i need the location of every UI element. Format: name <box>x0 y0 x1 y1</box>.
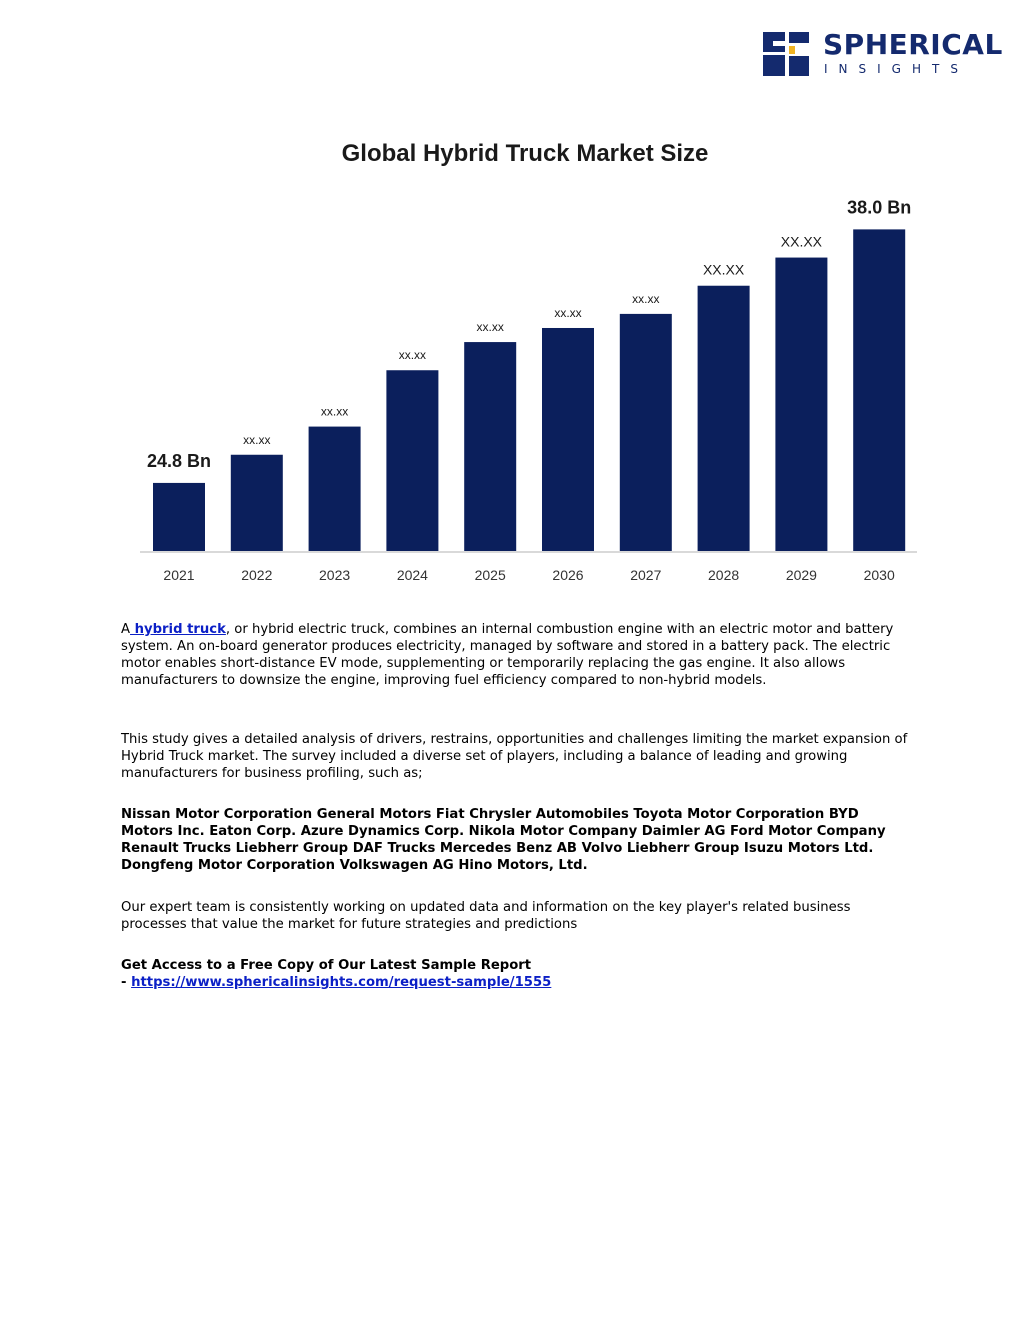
bar-2022 <box>230 454 283 551</box>
x-tick-label-2025: 2025 <box>475 567 506 583</box>
data-label-2029: XX.XX <box>781 234 823 250</box>
expert-text: Our expert team is consistently working … <box>121 900 851 932</box>
bar-2029 <box>775 257 828 551</box>
intro-paragraph: A hybrid truck, or hybrid electric truck… <box>121 621 911 689</box>
study-paragraph: This study gives a detailed analysis of … <box>121 731 911 782</box>
market-size-chart: Global Hybrid Truck Market Size 24.8 Bn 2… <box>120 130 930 600</box>
sample-report-cta: Get Access to a Free Copy of Our Latest … <box>121 957 911 991</box>
x-tick-label-2023: 2023 <box>319 567 350 583</box>
spherical-insights-logo: SPHERICAL INSIGHTS <box>763 28 1002 78</box>
data-label-2026: xx.xx <box>554 306 581 320</box>
hybrid-truck-link[interactable]: hybrid truck <box>130 622 226 637</box>
bar-2030 <box>853 229 906 551</box>
x-tick-label-2022: 2022 <box>241 567 272 583</box>
x-tick-label-2027: 2027 <box>630 567 661 583</box>
x-tick-label-2028: 2028 <box>708 567 739 583</box>
cta-heading: Get Access to a Free Copy of Our Latest … <box>121 958 532 973</box>
data-label-2030: 38.0 Bn <box>847 197 911 217</box>
data-label-2024: xx.xx <box>399 348 426 362</box>
bar-2024 <box>386 370 439 551</box>
study-text: This study gives a detailed analysis of … <box>121 732 908 781</box>
x-tick-label-2029: 2029 <box>786 567 817 583</box>
bar-2026 <box>542 327 594 551</box>
logo-mark-icon <box>763 32 809 76</box>
bar-2028 <box>697 285 750 551</box>
intro-text: , or hybrid electric truck, combines an … <box>121 622 894 688</box>
companies-text: Nissan Motor Corporation General Motors … <box>121 807 886 873</box>
data-label-2028: XX.XX <box>703 262 745 278</box>
expert-paragraph: Our expert team is consistently working … <box>121 899 911 933</box>
data-label-2022: xx.xx <box>243 433 270 447</box>
chart-title: Global Hybrid Truck Market Size <box>341 140 709 167</box>
intro-prefix: A <box>121 622 131 637</box>
x-tick-label-2030: 2030 <box>864 567 895 583</box>
bar-2025 <box>464 342 517 551</box>
sample-report-link[interactable]: https://www.sphericalinsights.com/reques… <box>131 975 552 990</box>
data-label-2027: xx.xx <box>632 292 659 306</box>
data-label-2023: xx.xx <box>321 405 348 419</box>
data-label-2025: xx.xx <box>477 320 504 334</box>
x-tick-label-2026: 2026 <box>552 567 583 583</box>
cta-dash: - <box>121 975 132 990</box>
x-tick-label-2021: 2021 <box>163 567 194 583</box>
x-tick-label-2024: 2024 <box>397 567 428 583</box>
logo-wordmark: SPHERICAL <box>823 28 1003 61</box>
bar-2027 <box>619 313 672 551</box>
chart-plot: 24.8 Bn 2021 xx.xx 2022 xx.xx 2023 xx.xx 2024 xx… <box>140 197 917 583</box>
logo-subtitle: INSIGHTS <box>824 62 969 76</box>
bar-2023 <box>308 426 361 551</box>
bar-2021 <box>153 482 205 551</box>
data-label-2021: 24.8 Bn <box>147 451 211 471</box>
companies-paragraph: Nissan Motor Corporation General Motors … <box>121 806 911 874</box>
